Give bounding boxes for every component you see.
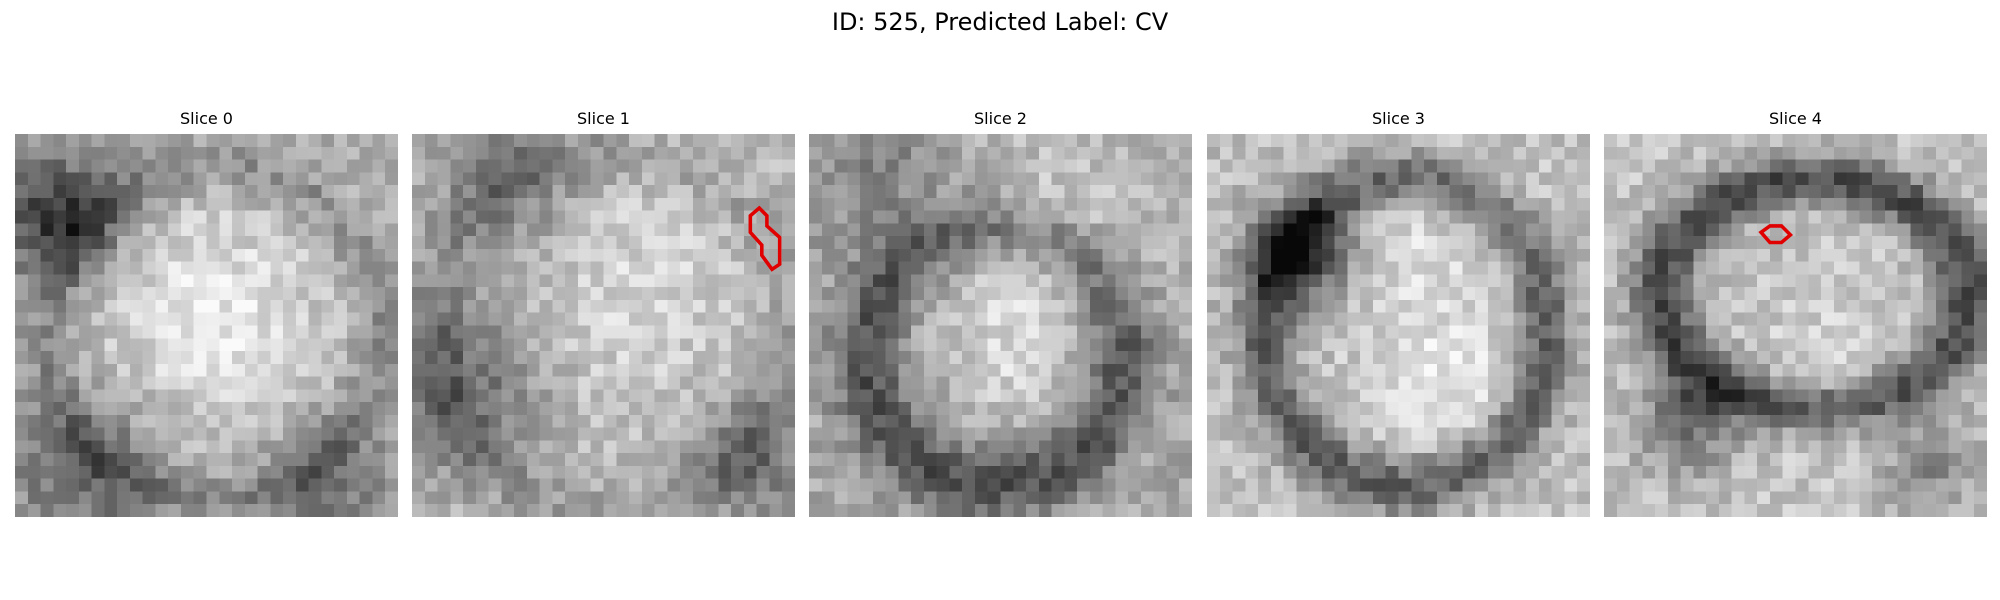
slice-title: Slice 1: [577, 109, 630, 128]
slice-image: [412, 134, 795, 517]
slice-panel-1: Slice 1: [412, 108, 795, 517]
slice-panel-2: Slice 2: [809, 108, 1192, 517]
slice-panel-3: Slice 3: [1207, 108, 1590, 517]
slice-title: Slice 0: [180, 109, 233, 128]
slice-panel-4: Slice 4: [1604, 108, 1987, 517]
slice-title: Slice 2: [974, 109, 1027, 128]
slice-image: [15, 134, 398, 517]
slice-title: Slice 4: [1769, 109, 1822, 128]
slice-title: Slice 3: [1372, 109, 1425, 128]
red-contour: [1758, 224, 1794, 245]
slice-image: [809, 134, 1192, 517]
red-contour: [748, 205, 782, 272]
figure-title: ID: 525, Predicted Label: CV: [831, 8, 1169, 36]
slice-panel-0: Slice 0: [15, 108, 398, 517]
slice-image: [1207, 134, 1590, 517]
slice-image: [1604, 134, 1987, 517]
